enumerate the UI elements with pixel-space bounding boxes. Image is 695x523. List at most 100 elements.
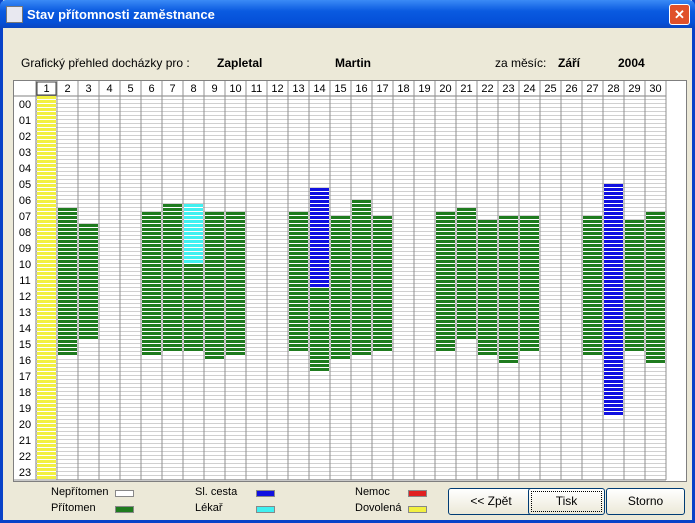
row-label: 18 bbox=[19, 387, 31, 399]
bar-stripes bbox=[331, 216, 350, 360]
column-label: 27 bbox=[586, 83, 598, 95]
attendance-grid: 0001020304050607080910111213141516171819… bbox=[13, 80, 687, 482]
bar-stripes bbox=[79, 224, 98, 340]
column-label: 16 bbox=[355, 83, 367, 95]
legend-swatch bbox=[256, 506, 275, 513]
month: Září bbox=[558, 56, 581, 70]
legend-label: Nepřítomen bbox=[51, 486, 109, 498]
column-label: 5 bbox=[127, 83, 133, 95]
bar-stripes bbox=[646, 212, 665, 364]
bar-stripes bbox=[457, 208, 476, 340]
column-label: 19 bbox=[418, 83, 430, 95]
row-label: 15 bbox=[19, 339, 31, 351]
column-label: 7 bbox=[169, 83, 175, 95]
bar-stripes bbox=[58, 208, 77, 356]
bar-stripes bbox=[142, 212, 161, 356]
column-label: 28 bbox=[607, 83, 619, 95]
column-label: 20 bbox=[439, 83, 451, 95]
bar-stripes bbox=[478, 220, 497, 356]
row-label: 07 bbox=[19, 211, 31, 223]
row-label: 19 bbox=[19, 403, 31, 415]
column-label: 21 bbox=[460, 83, 472, 95]
row-label: 23 bbox=[19, 467, 31, 479]
column-label: 15 bbox=[334, 83, 346, 95]
row-label: 10 bbox=[19, 259, 31, 271]
app-icon bbox=[6, 6, 23, 23]
row-label: 02 bbox=[19, 131, 31, 143]
column-label: 1 bbox=[43, 83, 49, 95]
bar-stripes bbox=[625, 220, 644, 352]
column-label: 2 bbox=[64, 83, 70, 95]
button[interactable]: Tisk bbox=[528, 488, 605, 515]
bar-stripes bbox=[226, 212, 245, 356]
legend-label: Lékař bbox=[195, 502, 223, 514]
legend-swatch bbox=[408, 506, 427, 513]
window-title: Stav přítomnosti zaměstnance bbox=[27, 7, 215, 22]
column-label: 30 bbox=[649, 83, 661, 95]
row-label: 03 bbox=[19, 147, 31, 159]
row-label: 20 bbox=[19, 419, 31, 431]
bar-stripes bbox=[37, 96, 56, 480]
legend-swatch bbox=[115, 506, 134, 513]
legend-label: Sl. cesta bbox=[195, 486, 238, 498]
column-label: 18 bbox=[397, 83, 409, 95]
month-caption: za měsíc: bbox=[495, 56, 547, 70]
bar-stripes bbox=[373, 216, 392, 352]
row-label: 16 bbox=[19, 355, 31, 367]
bar-stripes bbox=[352, 200, 371, 356]
legend-label: Nemoc bbox=[355, 486, 390, 498]
column-header-highlight bbox=[36, 81, 57, 96]
surname: Zapletal bbox=[217, 56, 263, 70]
column-label: 4 bbox=[106, 83, 112, 95]
column-label: 23 bbox=[502, 83, 514, 95]
bar-stripes bbox=[310, 188, 329, 288]
bar-stripes bbox=[184, 204, 203, 264]
column-label: 6 bbox=[148, 83, 154, 95]
legend-label: Přítomen bbox=[51, 502, 96, 514]
bar-stripes bbox=[604, 184, 623, 416]
column-label: 8 bbox=[190, 83, 196, 95]
button[interactable]: << Zpět bbox=[448, 488, 534, 515]
row-label: 06 bbox=[19, 195, 31, 207]
row-label: 05 bbox=[19, 179, 31, 191]
row-label: 11 bbox=[19, 275, 30, 287]
column-label: 29 bbox=[628, 83, 640, 95]
bar-stripes bbox=[289, 212, 308, 352]
row-label: 12 bbox=[19, 291, 31, 303]
year: 2004 bbox=[618, 56, 645, 70]
column-label: 12 bbox=[271, 83, 283, 95]
legend-label: Dovolená bbox=[355, 502, 402, 514]
bar-stripes bbox=[583, 216, 602, 356]
legend-swatch bbox=[256, 490, 275, 497]
row-label: 21 bbox=[19, 435, 31, 447]
bar-stripes bbox=[184, 264, 203, 352]
column-label: 13 bbox=[292, 83, 304, 95]
close-button[interactable]: ✕ bbox=[669, 4, 690, 25]
column-label: 25 bbox=[544, 83, 556, 95]
bar-stripes bbox=[205, 212, 224, 360]
column-label: 17 bbox=[376, 83, 388, 95]
row-label: 08 bbox=[19, 227, 31, 239]
row-label: 01 bbox=[19, 115, 31, 127]
header-caption: Grafický přehled docházky pro : bbox=[21, 56, 190, 70]
legend-swatch bbox=[408, 490, 427, 497]
column-label: 14 bbox=[313, 83, 325, 95]
column-label: 11 bbox=[251, 83, 262, 95]
bar-stripes bbox=[163, 204, 182, 352]
row-label: 00 bbox=[19, 99, 31, 111]
column-label: 24 bbox=[523, 83, 535, 95]
row-label: 13 bbox=[19, 307, 31, 319]
row-label: 04 bbox=[19, 163, 31, 175]
bar-stripes bbox=[520, 216, 539, 352]
column-label: 3 bbox=[85, 83, 91, 95]
column-label: 10 bbox=[229, 83, 241, 95]
row-label: 09 bbox=[19, 243, 31, 255]
bar-stripes bbox=[499, 216, 518, 364]
firstname: Martin bbox=[335, 56, 371, 70]
row-label: 14 bbox=[19, 323, 31, 335]
row-label: 22 bbox=[19, 451, 31, 463]
row-label: 17 bbox=[19, 371, 31, 383]
column-label: 9 bbox=[211, 83, 217, 95]
button[interactable]: Storno bbox=[606, 488, 685, 515]
